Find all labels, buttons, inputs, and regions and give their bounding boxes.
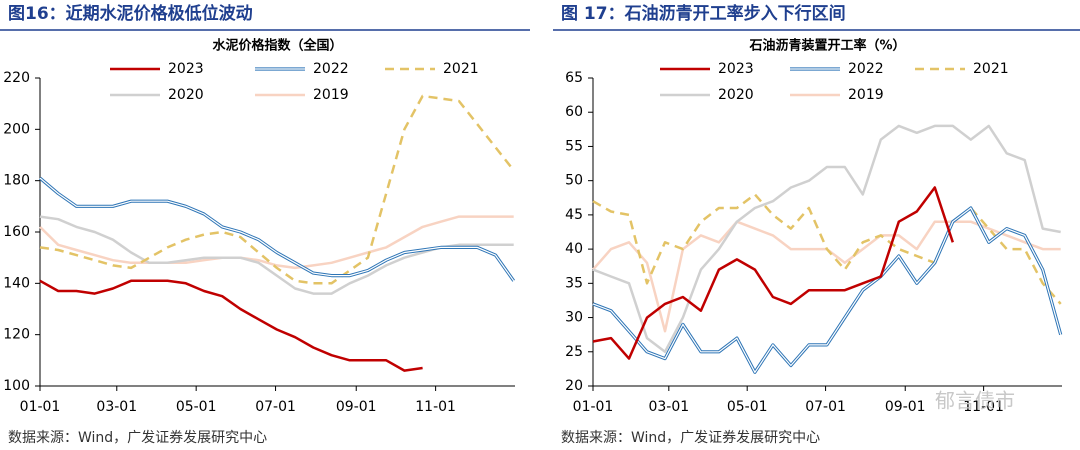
y-tick-label: 160 (3, 224, 30, 240)
legend-label: 2019 (313, 87, 349, 103)
source: 数据来源：Wind，广发证券发展研究中心 (8, 430, 267, 446)
chart-title: 水泥价格指数（全国） (212, 38, 342, 54)
y-tick-label: 200 (3, 121, 30, 137)
y-tick-label: 100 (3, 378, 30, 394)
y-tick-label: 50 (565, 173, 583, 189)
x-tick-label: 11-01 (415, 399, 456, 415)
y-tick-label: 180 (3, 173, 30, 189)
y-tick-label: 140 (3, 275, 30, 291)
legend-label: 2019 (848, 87, 884, 103)
x-tick-label: 09-01 (885, 399, 926, 415)
x-tick-label: 03-01 (96, 399, 137, 415)
y-tick-label: 30 (565, 310, 583, 326)
watermark: 郁言债市 (935, 389, 1015, 413)
line (592, 186, 954, 360)
line-inner (39, 177, 515, 282)
panel-header: 图 17：石油沥青开工率步入下行区间 (561, 3, 846, 24)
chart-title: 石油沥青装置开工率（%） (748, 38, 905, 54)
line (592, 193, 1062, 305)
y-tick-label: 40 (565, 241, 583, 257)
x-tick-label: 05-01 (176, 399, 217, 415)
y-tick-label: 60 (565, 104, 583, 120)
line (592, 124, 1061, 354)
y-tick-label: 25 (565, 344, 583, 360)
y-tick-label: 35 (565, 275, 583, 291)
line-inner (592, 207, 1062, 374)
line (39, 279, 423, 372)
legend-label: 2023 (718, 61, 754, 77)
x-tick-label: 07-01 (805, 399, 846, 415)
legend-label: 2020 (168, 87, 204, 103)
y-tick-label: 20 (565, 378, 583, 394)
y-tick-label: 220 (3, 70, 30, 86)
y-tick-label: 120 (3, 327, 30, 343)
y-tick-label: 55 (565, 138, 583, 154)
legend-label: 2023 (168, 61, 204, 77)
y-tick-label: 45 (565, 207, 583, 223)
legend-label: 2021 (443, 61, 479, 77)
legend-label: 2022 (313, 61, 349, 77)
x-tick-label: 01-01 (573, 399, 614, 415)
line (39, 215, 514, 270)
x-tick-label: 11-01 (963, 399, 1004, 415)
x-tick-label: 07-01 (255, 399, 296, 415)
legend-label: 2020 (718, 87, 754, 103)
x-tick-label: 01-01 (20, 399, 61, 415)
legend-label: 2021 (973, 61, 1009, 77)
y-tick-label: 65 (565, 70, 583, 86)
x-tick-label: 09-01 (336, 399, 377, 415)
line (39, 215, 514, 295)
x-tick-label: 03-01 (648, 399, 689, 415)
legend-label: 2022 (848, 61, 884, 77)
line (592, 220, 1061, 333)
panel-header: 图16：近期水泥价格极低位波动 (8, 3, 253, 24)
line (39, 94, 515, 285)
source: 数据来源：Wind，广发证券发展研究中心 (561, 430, 820, 446)
x-tick-label: 05-01 (727, 399, 768, 415)
